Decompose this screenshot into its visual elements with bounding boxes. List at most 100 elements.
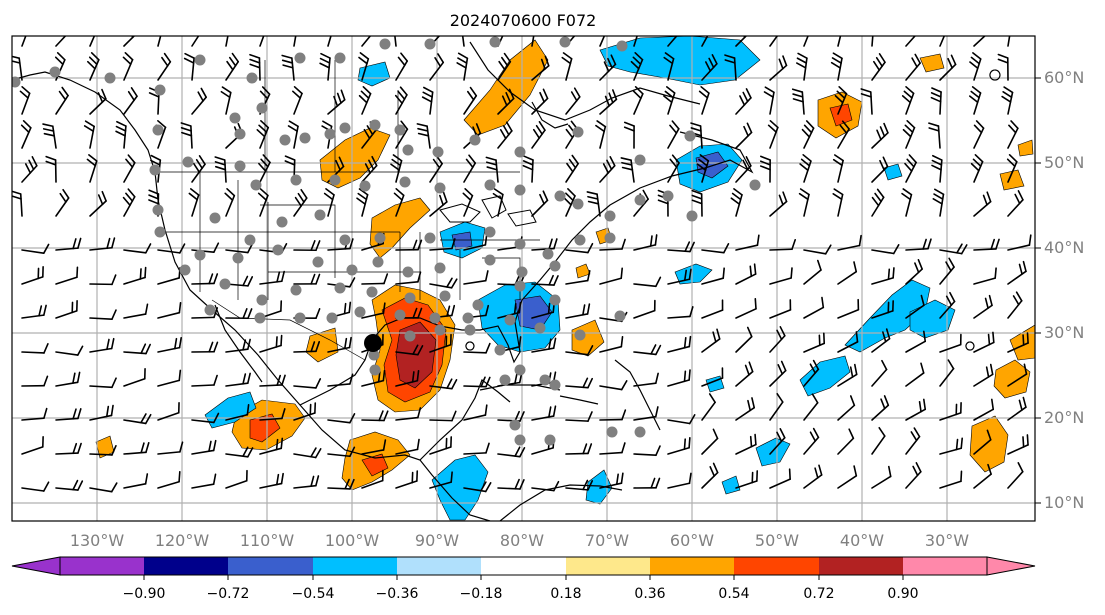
wind-barb <box>89 404 114 421</box>
wind-barb <box>930 87 942 115</box>
wind-barb <box>531 55 550 81</box>
lon-label: 50°W <box>755 531 799 550</box>
wind-barb <box>939 402 962 421</box>
wind-barb <box>599 409 627 421</box>
wind-barb <box>463 234 488 251</box>
wind-barb <box>803 244 832 255</box>
wind-barb <box>463 442 490 455</box>
gray-dot <box>404 292 416 304</box>
gray-dot <box>209 212 221 224</box>
gray-dot <box>516 266 528 278</box>
gray-dot <box>182 156 194 168</box>
colorbar-label: −0.18 <box>460 586 503 602</box>
wind-barb <box>939 243 968 255</box>
lon-label: 100°W <box>325 531 380 550</box>
wind-barb <box>1007 363 1028 387</box>
gray-dot <box>399 176 411 188</box>
wind-barb <box>463 376 491 388</box>
wind-barb <box>871 244 900 255</box>
wind-barb <box>633 276 662 288</box>
wind-barb <box>599 267 623 285</box>
gray-dot <box>104 72 116 84</box>
wind-barb <box>123 154 136 183</box>
wind-barb <box>89 88 107 115</box>
lat-label: 20°N <box>1044 408 1084 427</box>
wind-barb <box>561 52 573 81</box>
wind-barb <box>1006 154 1018 183</box>
wind-barb <box>281 54 295 81</box>
wind-barb <box>20 120 32 149</box>
gray-dot <box>299 132 311 144</box>
wind-barb <box>327 446 356 458</box>
wind-barb <box>157 401 180 421</box>
wind-barb <box>633 372 659 387</box>
wind-barb <box>905 330 927 353</box>
gray-dot <box>559 36 571 48</box>
gray-dot <box>439 290 451 302</box>
gray-dot <box>574 234 586 246</box>
wind-barb <box>259 36 265 47</box>
gray-dot <box>154 226 166 238</box>
gray-dot <box>616 40 628 52</box>
wind-barb <box>1007 461 1024 489</box>
colorbar-segment <box>481 557 566 575</box>
gray-dot <box>684 130 696 142</box>
wind-barb <box>429 378 458 390</box>
wind-barb <box>390 154 403 183</box>
gray-dot <box>549 294 561 306</box>
wind-barb <box>667 306 694 319</box>
wind-barb <box>667 120 680 149</box>
gray-dot <box>549 379 561 391</box>
gray-dot <box>369 364 381 376</box>
lat-label: 30°N <box>1044 323 1084 342</box>
wind-barb <box>735 88 752 115</box>
gray-dot <box>326 312 338 324</box>
wind-barb <box>633 477 661 489</box>
wind-barb <box>191 439 217 455</box>
gray-dot <box>514 184 526 196</box>
wind-barb <box>497 121 513 149</box>
wind-barb <box>429 191 448 217</box>
wind-barb <box>939 437 963 455</box>
wind-barb <box>1007 332 1029 353</box>
wind-barb <box>1007 260 1027 285</box>
wind-barb <box>691 189 703 217</box>
gray-dot <box>256 294 268 306</box>
wind-barb <box>225 338 251 353</box>
gray-dot <box>484 179 496 191</box>
gray-dot <box>250 179 262 191</box>
wind-barb <box>1007 291 1023 319</box>
gray-dot <box>434 182 446 194</box>
wind-barb <box>565 242 594 254</box>
gray-dot <box>314 209 326 221</box>
wind-barb <box>42 123 57 149</box>
colorbar-label: −0.90 <box>123 586 166 602</box>
wind-barb <box>1007 120 1019 149</box>
wind-barb <box>361 155 378 183</box>
wind-barb <box>901 85 915 115</box>
wind-barb <box>973 191 992 217</box>
wind-barb <box>259 374 286 387</box>
gray-dot <box>359 180 371 192</box>
wind-barb <box>123 87 138 115</box>
wind-barb <box>86 154 98 183</box>
wind-barb <box>55 86 69 115</box>
gray-dot <box>179 264 191 276</box>
wind-barb <box>55 300 78 319</box>
wind-barb <box>939 333 962 353</box>
wind-barb <box>633 36 638 47</box>
wind-barb <box>225 446 254 458</box>
gray-dot <box>549 260 561 272</box>
wind-barb <box>939 54 957 81</box>
gray-dot <box>290 284 302 296</box>
wind-barb <box>123 441 150 455</box>
colorbar-label: −0.54 <box>292 586 335 602</box>
gray-dot <box>294 52 306 64</box>
wind-barb <box>55 237 82 251</box>
gray-dot <box>152 124 164 136</box>
wind-barb <box>361 369 386 387</box>
wind-barb <box>905 294 925 319</box>
wind-barb <box>21 375 49 387</box>
wind-barb <box>1001 86 1014 115</box>
wind-barb <box>599 472 624 489</box>
